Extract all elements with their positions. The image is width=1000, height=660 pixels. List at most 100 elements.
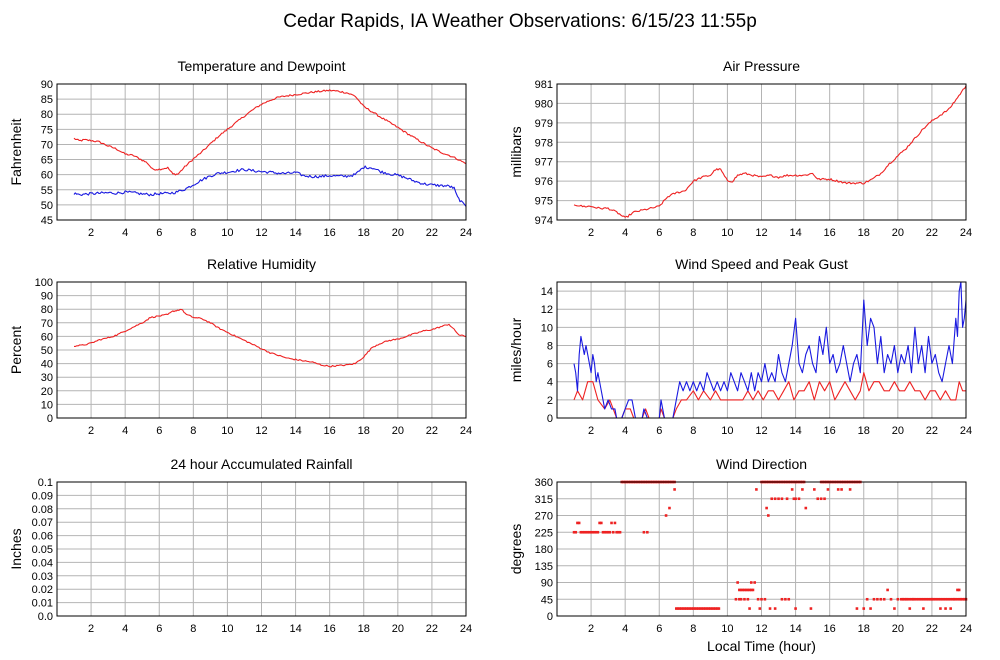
data-point [668,506,671,510]
data-point [683,607,687,610]
data-point [787,597,791,601]
data-point [956,597,959,601]
y-tick-label: 45 [41,215,53,227]
data-point [785,497,789,501]
x-tick-label: 24 [960,227,972,239]
data-point [748,607,751,610]
plot-frame [556,481,967,617]
data-point [681,607,685,610]
x-tick-label: 20 [892,425,904,437]
data-point [705,607,709,610]
data-point [577,521,581,525]
x-tick-label: 10 [721,425,733,437]
data-point [905,597,908,601]
x-tick-label: 22 [926,227,938,239]
data-point [790,488,794,491]
data-point [680,607,683,610]
data-point [928,597,932,601]
series-line [73,89,467,176]
x-tick-label: 16 [324,425,336,437]
y-tick-label: 70 [41,139,53,151]
data-point [709,607,712,610]
data-point [746,588,750,592]
x-tick-label: 20 [392,425,404,437]
data-point [688,607,692,610]
x-tick-label: 14 [289,227,301,239]
y-tick-label: 180 [535,544,553,556]
data-point [794,497,797,501]
data-point [882,597,886,601]
y-tick-label: 0.06 [32,531,53,543]
data-point [879,597,883,601]
x-tick-label: 10 [721,623,733,635]
data-point [934,597,937,601]
x-tick-label: 14 [789,227,801,239]
data-point [922,607,925,610]
data-point [780,597,784,601]
data-point [598,521,601,525]
x-tick-label: 14 [289,623,301,635]
data-point [596,530,600,534]
data-point [804,506,808,510]
x-tick-label: 10 [221,425,233,437]
data-point [915,597,918,601]
data-point [855,607,859,610]
x-tick-label: 16 [824,227,836,239]
y-tick-label: 0.08 [32,504,53,516]
data-point [608,530,612,534]
data-point [749,581,753,584]
data-point [906,597,910,601]
data-point [593,530,596,534]
y-tick-label: 40 [41,359,53,371]
data-point [908,607,912,610]
y-tick-label: 80 [41,109,53,121]
y-tick-label: 980 [535,98,553,110]
data-point [690,607,693,610]
y-axis-label: Percent [8,326,24,374]
y-tick-label: 60 [41,170,53,182]
data-point [940,597,944,601]
y-tick-label: 315 [535,494,553,506]
data-point [594,530,598,534]
x-tick-label: 18 [358,425,370,437]
data-point [617,530,620,534]
x-tick-label: 4 [122,623,128,635]
data-point [676,607,680,610]
data-point [910,597,913,601]
y-tick-label: 45 [541,594,553,606]
data-point [768,607,772,610]
x-tick-label: 8 [690,425,696,437]
y-tick-label: 90 [41,79,53,91]
x-tick-label: 16 [824,623,836,635]
data-point [819,497,823,501]
data-point [748,588,751,592]
data-point [780,497,784,501]
chart-title: 24 hour Accumulated Rainfall [170,456,352,472]
data-point [572,530,576,534]
x-tick-label: 6 [156,623,162,635]
data-point [957,588,961,592]
data-point [959,597,963,601]
data-point [939,597,942,601]
x-tick-label: 22 [426,227,438,239]
y-tick-label: 0 [47,413,53,425]
data-point [947,597,951,601]
data-point [961,597,964,601]
x-tick-label: 24 [460,623,472,635]
series-line [573,281,967,419]
data-point [951,597,954,601]
data-point [741,588,745,592]
data-point [581,530,584,534]
y-tick-label: 75 [41,124,53,136]
data-point [695,607,699,610]
data-point [603,530,607,534]
plot-frame [56,281,467,419]
data-point [865,597,869,601]
data-point [767,514,770,517]
